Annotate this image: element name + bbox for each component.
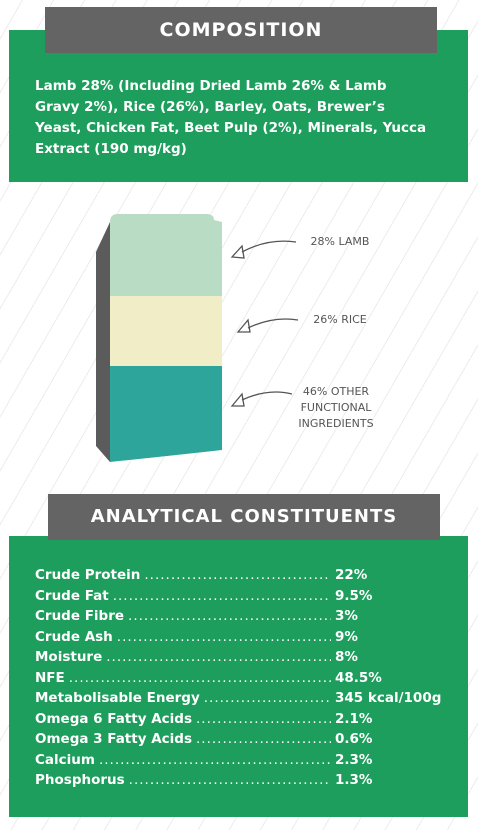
constituent-value: 3% bbox=[335, 608, 358, 624]
constituent-row: Phosphorus..............................… bbox=[35, 772, 455, 793]
constituent-row: Crude Ash...............................… bbox=[35, 629, 455, 650]
composition-title: COMPOSITION bbox=[45, 7, 437, 53]
constituent-name: Omega 3 Fatty Acids bbox=[35, 731, 192, 747]
dot-leader: ........................................… bbox=[196, 710, 331, 727]
constituent-value: 8% bbox=[335, 649, 358, 665]
bag-rice-section bbox=[110, 296, 222, 366]
constituent-row: Crude Protein...........................… bbox=[35, 567, 455, 588]
constituent-name: NFE bbox=[35, 669, 65, 686]
lamb-arrow-head bbox=[230, 244, 245, 259]
dot-leader: ........................................… bbox=[203, 690, 331, 706]
constituent-value: 2.3% bbox=[335, 751, 373, 768]
constituent-value: 345 kcal/100g bbox=[335, 690, 442, 706]
analytical-list: Crude Protein...........................… bbox=[35, 567, 455, 793]
callout-other: 46% OTHER FUNCTIONAL INGREDIENTS bbox=[276, 384, 396, 432]
rice-arrow bbox=[247, 318, 298, 329]
analytical-title: ANALYTICAL CONSTITUENTS bbox=[48, 494, 440, 540]
other-arrow-head bbox=[230, 392, 245, 407]
dot-leader: ........................................… bbox=[116, 628, 331, 645]
constituent-name: Omega 6 Fatty Acids bbox=[35, 710, 192, 727]
constituent-name: Moisture bbox=[35, 649, 103, 665]
constituent-row: Calcium.................................… bbox=[35, 752, 455, 773]
constituent-row: Omega 6 Fatty Acids.....................… bbox=[35, 711, 455, 732]
constituent-name: Crude Protein bbox=[35, 567, 141, 583]
callout-other-line3: INGREDIENTS bbox=[298, 417, 374, 430]
constituent-name: Crude Fat bbox=[35, 587, 109, 604]
constituent-name: Calcium bbox=[35, 751, 95, 768]
constituent-name: Metabolisable Energy bbox=[35, 690, 200, 706]
bag-other-section bbox=[110, 366, 222, 462]
callout-rice: 26% RICE bbox=[313, 313, 367, 326]
constituent-name: Crude Fibre bbox=[35, 608, 125, 624]
constituent-row: NFE.....................................… bbox=[35, 670, 455, 691]
constituent-row: Crude Fibre.............................… bbox=[35, 608, 455, 629]
constituent-value: 2.1% bbox=[335, 710, 373, 727]
dot-leader: ........................................… bbox=[98, 751, 331, 768]
food-bag-illustration bbox=[96, 214, 222, 462]
dot-leader: ........................................… bbox=[106, 649, 331, 665]
constituent-row: Crude Fat...............................… bbox=[35, 588, 455, 609]
dot-leader: ........................................… bbox=[68, 669, 331, 686]
constituent-name: Phosphorus bbox=[35, 772, 125, 788]
dot-leader: ........................................… bbox=[128, 608, 331, 624]
constituent-value: 22% bbox=[335, 567, 368, 583]
constituent-value: 1.3% bbox=[335, 772, 373, 788]
composition-panel bbox=[9, 30, 468, 182]
constituent-row: Metabolisable Energy....................… bbox=[35, 690, 455, 711]
bag-lamb-section bbox=[110, 214, 222, 296]
dot-leader: ........................................… bbox=[196, 731, 331, 747]
constituent-name: Crude Ash bbox=[35, 628, 113, 645]
constituent-row: Omega 3 Fatty Acids.....................… bbox=[35, 731, 455, 752]
dot-leader: ........................................… bbox=[128, 772, 331, 788]
dot-leader: ........................................… bbox=[112, 587, 331, 604]
callout-other-line1: 46% OTHER bbox=[302, 385, 370, 398]
lamb-arrow bbox=[241, 240, 297, 253]
dot-leader: ........................................… bbox=[144, 567, 331, 583]
callout-lamb: 28% LAMB bbox=[310, 235, 370, 248]
rice-arrow-head bbox=[236, 318, 251, 333]
constituent-row: Moisture................................… bbox=[35, 649, 455, 670]
callout-arrows bbox=[230, 240, 298, 407]
composition-text: Lamb 28% (Including Dried Lamb 26% & Lam… bbox=[35, 78, 427, 157]
constituent-value: 0.6% bbox=[335, 731, 373, 747]
constituent-value: 48.5% bbox=[335, 669, 382, 686]
bag-side bbox=[96, 222, 110, 462]
constituent-value: 9.5% bbox=[335, 587, 373, 604]
callout-other-line2: FUNCTIONAL bbox=[300, 401, 372, 414]
other-arrow bbox=[241, 391, 293, 401]
constituent-value: 9% bbox=[335, 628, 358, 645]
analytical-panel bbox=[9, 536, 468, 817]
